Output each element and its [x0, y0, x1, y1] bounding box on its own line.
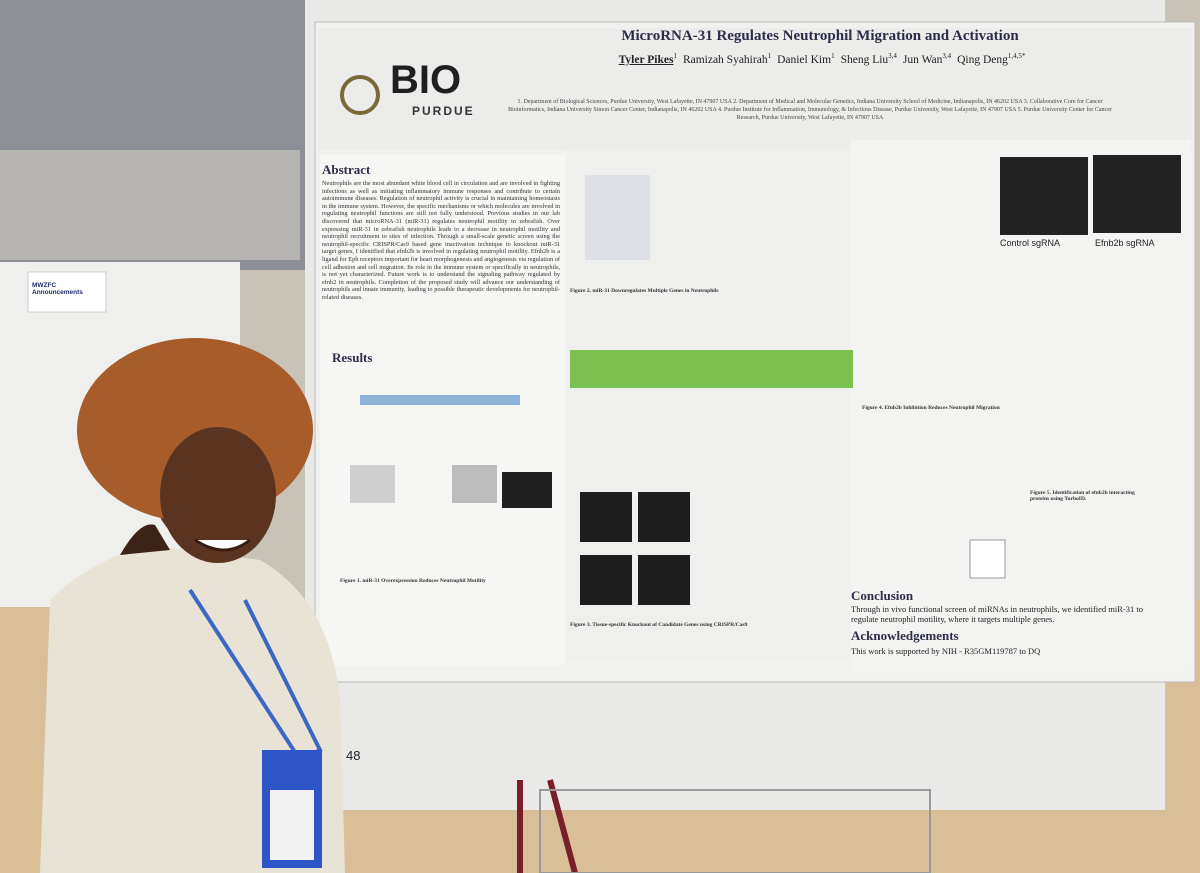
acknowledgements-text: This work is supported by NIH - R35GM119… [851, 646, 1041, 656]
logo-subtext: PURDUE [412, 104, 475, 118]
person-smile [194, 538, 251, 552]
volcano-plot [585, 175, 650, 260]
construct-diagram [360, 395, 520, 405]
poster-title: MicroRNA-31 Regulates Neutrophil Migrati… [621, 28, 1019, 44]
logo-text: BIO [390, 58, 462, 102]
figure-caption: Figure 1. miR-31 Overexpression Reduces … [340, 578, 486, 584]
figure-caption: Figure 3. Tissue-specific Knockout of Ca… [570, 622, 748, 628]
micrograph [1000, 157, 1088, 235]
author-name: Qing Deng [957, 53, 1008, 66]
section-heading: Abstract [322, 162, 371, 177]
sign-text: MWZFC Announcements [32, 282, 83, 296]
author-affiliation-mark: 1 [673, 52, 677, 60]
micrograph [580, 492, 632, 542]
author: Daniel Kim1 [777, 52, 835, 66]
author-name: Sheng Liu [840, 53, 889, 66]
author: Ramizah Syahirah1 [682, 52, 772, 66]
micrograph [502, 472, 552, 508]
ceiling [0, 150, 300, 260]
author-name: Jun Wan [902, 53, 943, 66]
left-column [320, 155, 565, 665]
section-heading: Conclusion [851, 588, 914, 603]
micrograph [638, 492, 690, 542]
affiliations: 1. Department of Biological Sciences, Pu… [508, 99, 1112, 121]
author-affiliation-mark: 3,4 [942, 52, 952, 60]
bar-chart [969, 539, 1006, 579]
poster-header [318, 28, 1192, 150]
abstract-text: Neutrophils are the most abundant white … [322, 180, 560, 301]
author-name: Daniel Kim [777, 53, 832, 66]
figure-caption: Figure 5. Identification of efnb2b inter… [1030, 490, 1135, 502]
author-affiliation-mark: 1 [831, 52, 835, 60]
author-name: Tyler Pikes [618, 53, 674, 66]
author: Jun Wan3,4 [902, 52, 952, 66]
author: Qing Deng1,4,5* [957, 52, 1026, 66]
author-list: Tyler Pikes1 Ramizah Syahirah1 Daniel Kim1… [545, 52, 1105, 66]
section-heading: Results [332, 350, 373, 365]
micrograph [1093, 155, 1181, 233]
figure-caption: Figure 4. Efnb2b Inhibition Reduces Neut… [862, 405, 1000, 411]
gene-table [570, 350, 853, 388]
easel-rack [539, 789, 931, 873]
easel-leg [547, 779, 578, 873]
author: Sheng Liu3,4 [840, 52, 897, 66]
logo-mark [340, 75, 380, 115]
badge-number: 48 [346, 748, 361, 763]
panel-label: Control sgRNA [1000, 238, 1061, 248]
person-face [160, 427, 276, 563]
micrograph [638, 555, 690, 605]
section-heading: Acknowledgements [851, 628, 959, 643]
conclusion-text: Through in vivo functional screen of miR… [851, 604, 1144, 624]
author-affiliation-mark: 1 [767, 52, 772, 60]
author: Tyler Pikes1 [618, 52, 677, 66]
name-badge-card [270, 790, 314, 860]
micrograph [580, 555, 632, 605]
sign-paper [27, 271, 107, 313]
fish-image [350, 465, 395, 503]
fish-image [452, 465, 497, 503]
author-affiliation-mark: 3,4 [888, 52, 897, 60]
person-neck [120, 524, 170, 555]
panel-label: Efnb2b sgRNA [1095, 238, 1155, 248]
figure-caption: Figure 2. miR-31 Downregulates Multiple … [570, 288, 719, 294]
author-name: Ramizah Syahirah [682, 53, 768, 66]
author-affiliation-mark: 1,4,5* [1007, 52, 1026, 60]
